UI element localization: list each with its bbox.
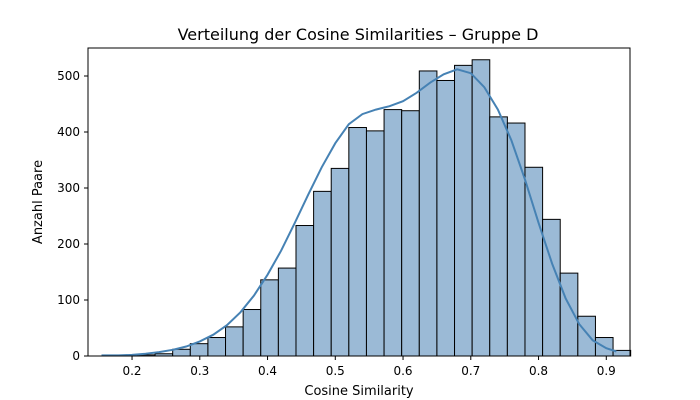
y-axis-label: Anzahl Paare xyxy=(31,160,46,244)
x-axis-label: Cosine Similarity xyxy=(304,384,414,399)
histogram-bar xyxy=(383,109,403,357)
x-tick-label: 0.3 xyxy=(190,364,209,378)
histogram-bar xyxy=(260,279,279,357)
plot-frame xyxy=(87,47,631,357)
histogram-bar xyxy=(577,315,596,357)
histogram-bar xyxy=(471,59,491,357)
histogram-bar xyxy=(454,64,473,357)
y-tick-label: 500 xyxy=(57,69,80,83)
histogram-bar xyxy=(330,167,350,357)
bars-layer xyxy=(101,59,632,357)
y-tick-label: 300 xyxy=(57,181,80,195)
histogram-bar xyxy=(242,309,262,357)
y-tick-label: 400 xyxy=(57,125,80,139)
histogram-bar xyxy=(348,127,367,357)
x-axis-ticks: 0.2 0.3 0.4 0.5 0.6 0.7 0.8 0.9 xyxy=(122,356,616,378)
x-tick-label: 0.9 xyxy=(597,364,616,378)
x-tick-label: 0.4 xyxy=(258,364,277,378)
x-tick-label: 0.5 xyxy=(326,364,345,378)
y-axis-ticks: 0 100 200 300 400 500 xyxy=(57,69,88,363)
histogram-bar xyxy=(401,110,420,357)
histogram-bar xyxy=(506,122,526,357)
histogram-bar xyxy=(418,70,438,357)
histogram-bar xyxy=(225,326,244,357)
histogram-bar xyxy=(295,225,315,357)
x-tick-label: 0.6 xyxy=(393,364,412,378)
histogram-bar xyxy=(489,116,508,357)
y-tick-label: 200 xyxy=(57,237,80,251)
x-tick-label: 0.8 xyxy=(529,364,548,378)
histogram-bar xyxy=(189,343,209,357)
histogram-bar xyxy=(436,79,456,357)
histogram-bar xyxy=(365,130,385,357)
histogram-bar xyxy=(277,267,297,357)
histogram-bar xyxy=(172,348,191,357)
histogram-bar xyxy=(524,166,544,357)
chart-title: Verteilung der Cosine Similarities – Gru… xyxy=(178,25,539,44)
y-tick-label: 0 xyxy=(72,349,80,363)
y-tick-label: 100 xyxy=(57,293,80,307)
kde-curve xyxy=(101,68,617,357)
histogram-bar xyxy=(207,337,227,357)
x-tick-label: 0.2 xyxy=(122,364,141,378)
x-tick-label: 0.7 xyxy=(461,364,480,378)
histogram-bar xyxy=(313,190,332,357)
